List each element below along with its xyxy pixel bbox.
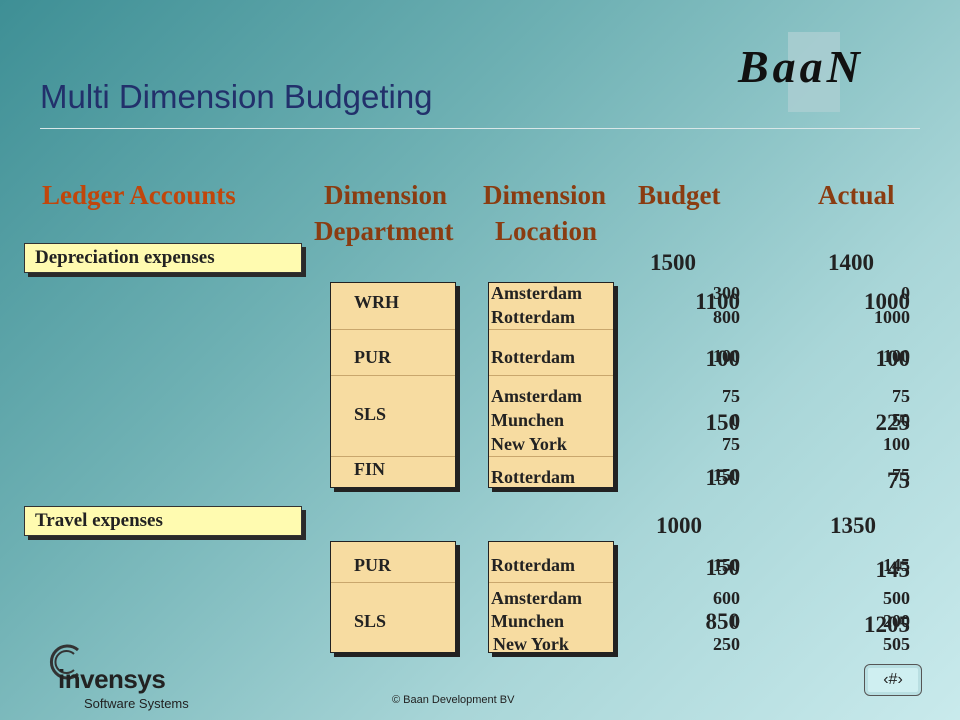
actual-subtotal: 145: [875, 557, 911, 582]
row-divider: [489, 456, 613, 457]
budget-value: 250: [713, 634, 740, 654]
budget-value: 0: [731, 611, 740, 631]
location-cell: Munchen: [491, 410, 565, 430]
location-cell: New York: [493, 634, 569, 654]
department-cell: FIN: [354, 459, 385, 479]
row-divider: [331, 375, 455, 376]
row-divider: [331, 456, 455, 457]
department-cell: SLS: [354, 611, 387, 631]
header-actual: Actual: [818, 180, 895, 210]
actual-subtotal: 75: [887, 468, 910, 493]
department-cell: WRH: [354, 292, 399, 312]
copyright: © Baan Development BV: [392, 694, 515, 706]
budget-value: 300: [713, 283, 740, 303]
budget-value: 75: [722, 386, 740, 406]
budget-value: 100: [713, 346, 740, 366]
location-cell: Rotterdam: [491, 467, 575, 487]
location-cell: Rotterdam: [491, 347, 575, 367]
actual-value: 75: [892, 386, 910, 406]
location-cell: New York: [491, 434, 567, 454]
department-cell: PUR: [354, 555, 391, 575]
budget-value: 150: [713, 555, 740, 575]
section-budget-total: 1500: [650, 250, 696, 275]
actual-value: 0: [901, 283, 910, 303]
location-cell: Amsterdam: [491, 588, 582, 608]
row-divider: [489, 582, 613, 583]
location-column: [488, 282, 614, 488]
department-column: [330, 282, 456, 488]
actual-value: 50: [892, 410, 910, 430]
department-cell: SLS: [354, 404, 387, 424]
row-divider: [489, 329, 613, 330]
header-ledger-accounts: Ledger Accounts: [42, 180, 236, 210]
header-budget: Budget: [638, 180, 721, 210]
budget-value: 800: [713, 307, 740, 327]
location-cell: Amsterdam: [491, 283, 582, 303]
location-cell: Munchen: [491, 611, 565, 631]
header-location: Location: [495, 216, 598, 246]
location-cell: Amsterdam: [491, 386, 582, 406]
actual-value: 200: [883, 611, 910, 631]
header-department: Department: [314, 216, 454, 246]
location-column: [488, 541, 614, 653]
invensys-wordmark: invensys: [58, 664, 166, 694]
actual-subtotal: 225: [875, 410, 911, 435]
actual-subtotal: 100: [875, 346, 911, 371]
header-dimension-2: Dimension: [483, 180, 607, 210]
section-travel-expenses: Travel expenses: [24, 506, 302, 536]
actual-subtotal: 1000: [864, 289, 910, 314]
actual-value: 1000: [874, 307, 910, 327]
budget-value: 150: [713, 465, 740, 485]
actual-value: 505: [883, 634, 910, 654]
budget-subtotal: 100: [705, 346, 741, 371]
actual-value: 145: [883, 555, 910, 575]
row-divider: [489, 375, 613, 376]
budget-subtotal: 1100: [695, 289, 740, 314]
actual-value: 500: [883, 588, 910, 608]
budget-value: 0: [731, 410, 740, 430]
logo-backdrop: [788, 32, 840, 112]
actual-value: 75: [892, 465, 910, 485]
section-depreciation-expenses: Depreciation expenses: [24, 243, 302, 273]
row-divider: [331, 329, 455, 330]
title-divider: [40, 128, 920, 129]
section-actual-total: 1400: [828, 250, 874, 275]
location-cell: Rotterdam: [491, 555, 575, 575]
budget-value: 600: [713, 588, 740, 608]
budget-subtotal: 150: [705, 465, 741, 490]
budget-subtotal: 150: [705, 410, 741, 435]
slide-number-button[interactable]: ‹#›: [864, 664, 922, 696]
actual-value: 100: [883, 434, 910, 454]
invensys-swirl-icon: [49, 644, 79, 680]
budget-value: 75: [722, 434, 740, 454]
invensys-subtitle: Software Systems: [84, 696, 189, 711]
location-cell: Rotterdam: [491, 307, 575, 327]
actual-subtotal: 1205: [864, 612, 910, 637]
baan-logo: BaaN: [738, 41, 864, 92]
section-actual-total: 1350: [830, 513, 876, 538]
department-column: [330, 541, 456, 653]
budget-subtotal: 850: [705, 609, 741, 634]
row-divider: [331, 582, 455, 583]
header-dimension-1: Dimension: [324, 180, 448, 210]
section-budget-total: 1000: [656, 513, 702, 538]
page-title: Multi Dimension Budgeting: [40, 78, 433, 115]
budget-subtotal: 150: [705, 555, 741, 580]
department-cell: PUR: [354, 347, 391, 367]
actual-value: 100: [883, 346, 910, 366]
